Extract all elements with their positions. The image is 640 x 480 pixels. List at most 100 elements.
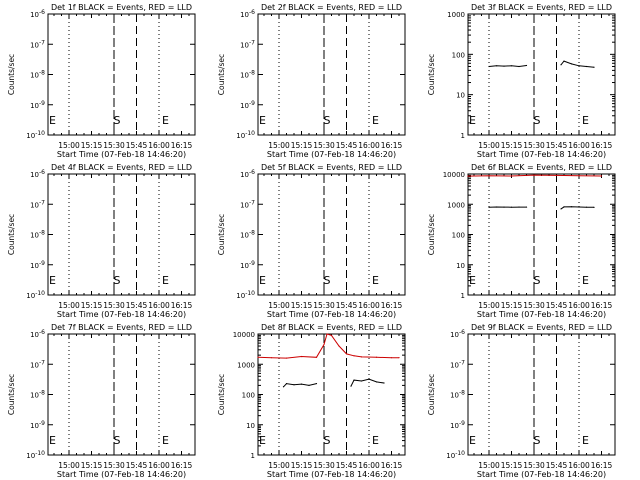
- y-tick-label: 10-7: [30, 359, 45, 369]
- x-tick-label: 15:45: [336, 301, 358, 310]
- x-tick-label: 16:00: [568, 141, 590, 150]
- y-tick-label-exponent: -10: [35, 130, 45, 137]
- marker-e: E: [582, 274, 589, 287]
- x-tick-label: 16:00: [148, 301, 170, 310]
- y-tick-label-exponent: -6: [39, 169, 45, 176]
- y-tick-label: 10000: [443, 171, 465, 179]
- data-point: [488, 175, 490, 177]
- x-axis-label: Start Time (07-Feb-18 14:46:20): [57, 310, 186, 319]
- x-axis-label: Start Time (07-Feb-18 14:46:20): [267, 310, 396, 319]
- data-point: [555, 174, 558, 176]
- y-tick-label-base: 10: [240, 171, 249, 179]
- x-tick-label: 15:15: [291, 301, 313, 310]
- data-point: [525, 64, 528, 67]
- y-tick-label: 10-8: [30, 230, 45, 240]
- x-tick-label: 15:15: [501, 461, 523, 470]
- marker-e: E: [372, 434, 379, 447]
- y-tick-label-exponent: -6: [39, 329, 45, 336]
- y-tick-label-exponent: -9: [39, 420, 45, 427]
- marker-e-start: E: [259, 274, 266, 287]
- x-tick-label: 15:00: [478, 141, 500, 150]
- y-axis-label: Counts/sec: [427, 214, 436, 255]
- y-tick-label-exponent: -8: [39, 70, 45, 77]
- x-axis-label: Start Time (07-Feb-18 14:46:20): [477, 470, 606, 479]
- data-point: [282, 386, 285, 388]
- x-tick-label: 16:00: [148, 141, 170, 150]
- data-point: [285, 357, 288, 359]
- marker-s: S: [534, 434, 541, 447]
- y-tick-label-exponent: -7: [39, 199, 45, 206]
- y-tick-label-base: 10: [240, 232, 249, 240]
- data-point: [593, 66, 595, 68]
- y-tick-label: 10-7: [240, 199, 255, 209]
- y-axis-label: Counts/sec: [7, 214, 16, 255]
- data-point: [570, 206, 573, 208]
- y-tick-label-base: 10: [26, 132, 35, 140]
- data-point: [578, 206, 580, 208]
- y-tick-label-base: 10: [30, 361, 39, 369]
- data-point: [345, 353, 348, 355]
- data-point: [270, 357, 273, 359]
- panel-title: Det 4f BLACK = Events, RED = LLD: [51, 163, 192, 172]
- y-tick-label: 10-8: [240, 230, 255, 240]
- x-axis-label: Start Time (07-Feb-18 14:46:20): [267, 470, 396, 479]
- y-tick-label-exponent: -9: [249, 100, 255, 107]
- y-tick-label: 10-10: [236, 290, 255, 300]
- data-point: [503, 206, 505, 208]
- data-point: [285, 382, 288, 385]
- plot-frame: [257, 173, 406, 296]
- x-tick-label: 15:45: [546, 301, 568, 310]
- x-tick-label: 15:00: [478, 301, 500, 310]
- events-series-segment: [560, 60, 595, 68]
- panel-title: Det 9f BLACK = Events, RED = LLD: [471, 323, 612, 332]
- lld-series-segment: [467, 174, 602, 177]
- events-series-segment: [488, 65, 527, 68]
- x-axis-label: Start Time (07-Feb-18 14:46:20): [477, 150, 606, 159]
- data-point: [353, 355, 355, 357]
- data-point: [300, 355, 303, 358]
- y-tick-label-exponent: -9: [249, 260, 255, 267]
- plot-frame: [467, 173, 616, 296]
- plot-frame: [47, 13, 196, 136]
- y-tick-label: 10-8: [450, 390, 465, 400]
- data-point: [563, 60, 565, 62]
- y-tick-label-exponent: -8: [249, 70, 255, 77]
- x-tick-label: 15:30: [313, 461, 335, 470]
- data-point: [518, 65, 520, 68]
- x-tick-label: 15:00: [478, 461, 500, 470]
- marker-e: E: [162, 274, 169, 287]
- y-tick-label-exponent: -7: [459, 359, 465, 366]
- y-tick-label: 10-6: [240, 9, 255, 19]
- x-tick-label: 16:00: [358, 141, 380, 150]
- y-tick-label-base: 10: [30, 72, 39, 80]
- y-tick-label-exponent: -10: [455, 450, 465, 457]
- y-tick-label: 10: [246, 422, 255, 430]
- x-tick-label: 15:15: [501, 301, 523, 310]
- y-tick-label: 10-8: [30, 390, 45, 400]
- x-tick-label: 15:45: [546, 461, 568, 470]
- data-point: [533, 174, 535, 176]
- x-tick-label: 15:45: [126, 141, 148, 150]
- data-point: [383, 382, 385, 384]
- y-tick-label: 10: [456, 92, 465, 100]
- x-tick-label: 15:15: [81, 141, 103, 150]
- events-series-segment: [560, 206, 595, 210]
- data-point: [293, 384, 295, 386]
- data-point: [315, 382, 318, 385]
- plot-frame: [47, 333, 196, 456]
- marker-e-start: E: [469, 114, 476, 127]
- marker-s: S: [114, 434, 121, 447]
- y-tick-label-base: 10: [30, 232, 39, 240]
- data-point: [326, 333, 328, 335]
- panel-title: Det 2f BLACK = Events, RED = LLD: [261, 3, 402, 12]
- x-tick-label: 16:00: [568, 301, 590, 310]
- y-tick-label: 10-6: [30, 9, 45, 19]
- y-tick-label-base: 10: [450, 392, 459, 400]
- y-tick-label-base: 10: [30, 102, 39, 110]
- y-tick-label: 1: [251, 452, 255, 460]
- data-point: [578, 65, 580, 67]
- data-point: [398, 357, 400, 359]
- x-tick-label: 16:15: [171, 461, 193, 470]
